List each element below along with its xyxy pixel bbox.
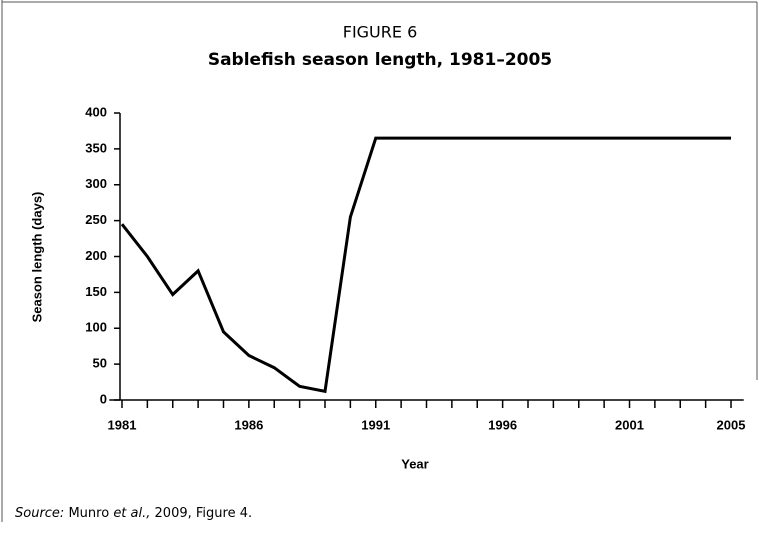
y-tick-label: 400 (85, 104, 107, 119)
y-tick-label: 350 (85, 140, 107, 155)
source-note: Source: Munro et al., 2009, Figure 4. (15, 506, 252, 521)
y-axis-label: Season length (days) (29, 192, 44, 323)
y-tick-label: 250 (85, 212, 107, 227)
x-axis-label: Year (401, 456, 428, 471)
x-tick-label: 2001 (615, 417, 644, 432)
y-tick-label: 0 (100, 391, 107, 406)
x-tick-label: 1996 (488, 417, 517, 432)
source-part: et al., (113, 506, 150, 521)
source-part: Munro (64, 506, 113, 521)
x-tick-label: 1986 (234, 417, 263, 432)
y-tick-label: 200 (85, 248, 107, 263)
x-tick-label: 2005 (717, 417, 746, 432)
figure-label: FIGURE 6 (343, 23, 418, 42)
source-part: Source: (15, 506, 64, 521)
y-tick-label: 100 (85, 320, 107, 335)
y-tick-label: 300 (85, 176, 107, 191)
y-tick-label: 150 (85, 284, 107, 299)
source-part: 2009, Figure 4. (150, 506, 252, 521)
x-tick-label: 1991 (361, 417, 390, 432)
x-tick-label: 1981 (108, 417, 137, 432)
data-line (120, 136, 732, 394)
y-tick-label: 50 (93, 356, 107, 371)
chart-title: Sablefish season length, 1981–2005 (208, 50, 552, 70)
